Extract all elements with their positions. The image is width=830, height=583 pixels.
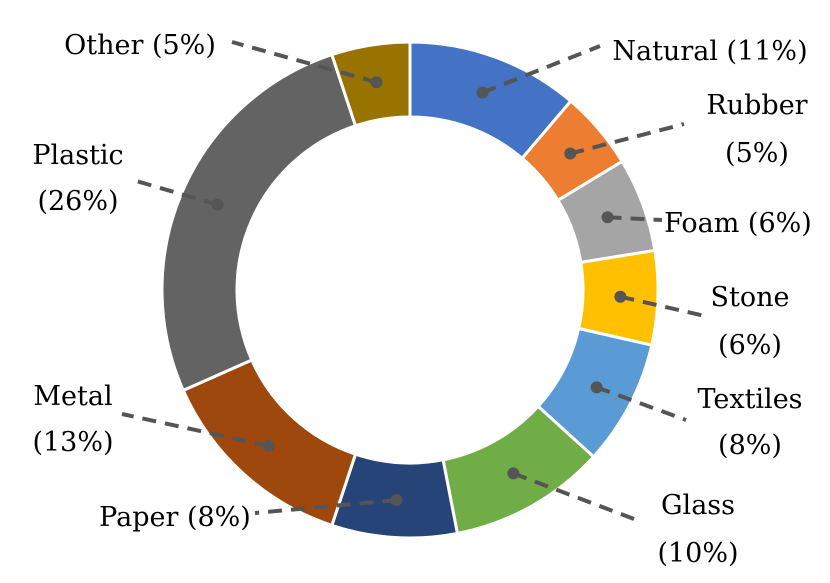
data-label-foam: Foam (6%) — [664, 208, 812, 239]
leader-lines-group — [121, 40, 706, 524]
data-label-other: Other (5%) — [64, 30, 216, 61]
data-label-rubber: Rubber (5%) — [706, 90, 807, 169]
slice-plastic — [160, 52, 358, 393]
leader-line-other — [231, 40, 377, 85]
data-label-plastic: Plastic (26%) — [32, 140, 123, 217]
leader-dot-metal — [262, 439, 275, 452]
leader-dot-natural — [476, 86, 489, 99]
labels-group: Natural (11%) Rubber (5%) Foam (6%) Stone (6%… — [32, 30, 812, 569]
leader-dot-other — [370, 76, 383, 89]
leader-dot-glass — [507, 467, 520, 480]
data-label-metal: Metal (13%) — [32, 381, 113, 458]
leader-line-foam — [607, 215, 663, 222]
data-label-textiles: Textiles (8%) — [697, 384, 802, 461]
data-label-natural: Natural (11%) — [612, 36, 807, 67]
data-label-paper: Paper (8%) — [99, 502, 251, 533]
leader-dot-foam — [601, 211, 614, 224]
leader-dot-paper — [390, 494, 403, 507]
leader-line-stone — [619, 294, 706, 318]
leader-line-rubber — [569, 122, 685, 156]
leader-line-textiles — [595, 385, 687, 422]
data-label-glass: Glass (10%) — [657, 490, 738, 569]
leader-dot-stone — [614, 290, 627, 303]
leader-line-metal — [121, 412, 269, 448]
leader-dot-textiles — [590, 381, 603, 394]
leader-dot-rubber — [564, 147, 577, 160]
leader-dot-plastic — [211, 198, 224, 211]
slices-group — [160, 40, 660, 540]
leader-line-plastic — [132, 178, 219, 207]
data-label-stone: Stone (6%) — [711, 282, 790, 361]
leader-line-paper — [254, 498, 397, 515]
leader-line-natural — [481, 44, 601, 95]
